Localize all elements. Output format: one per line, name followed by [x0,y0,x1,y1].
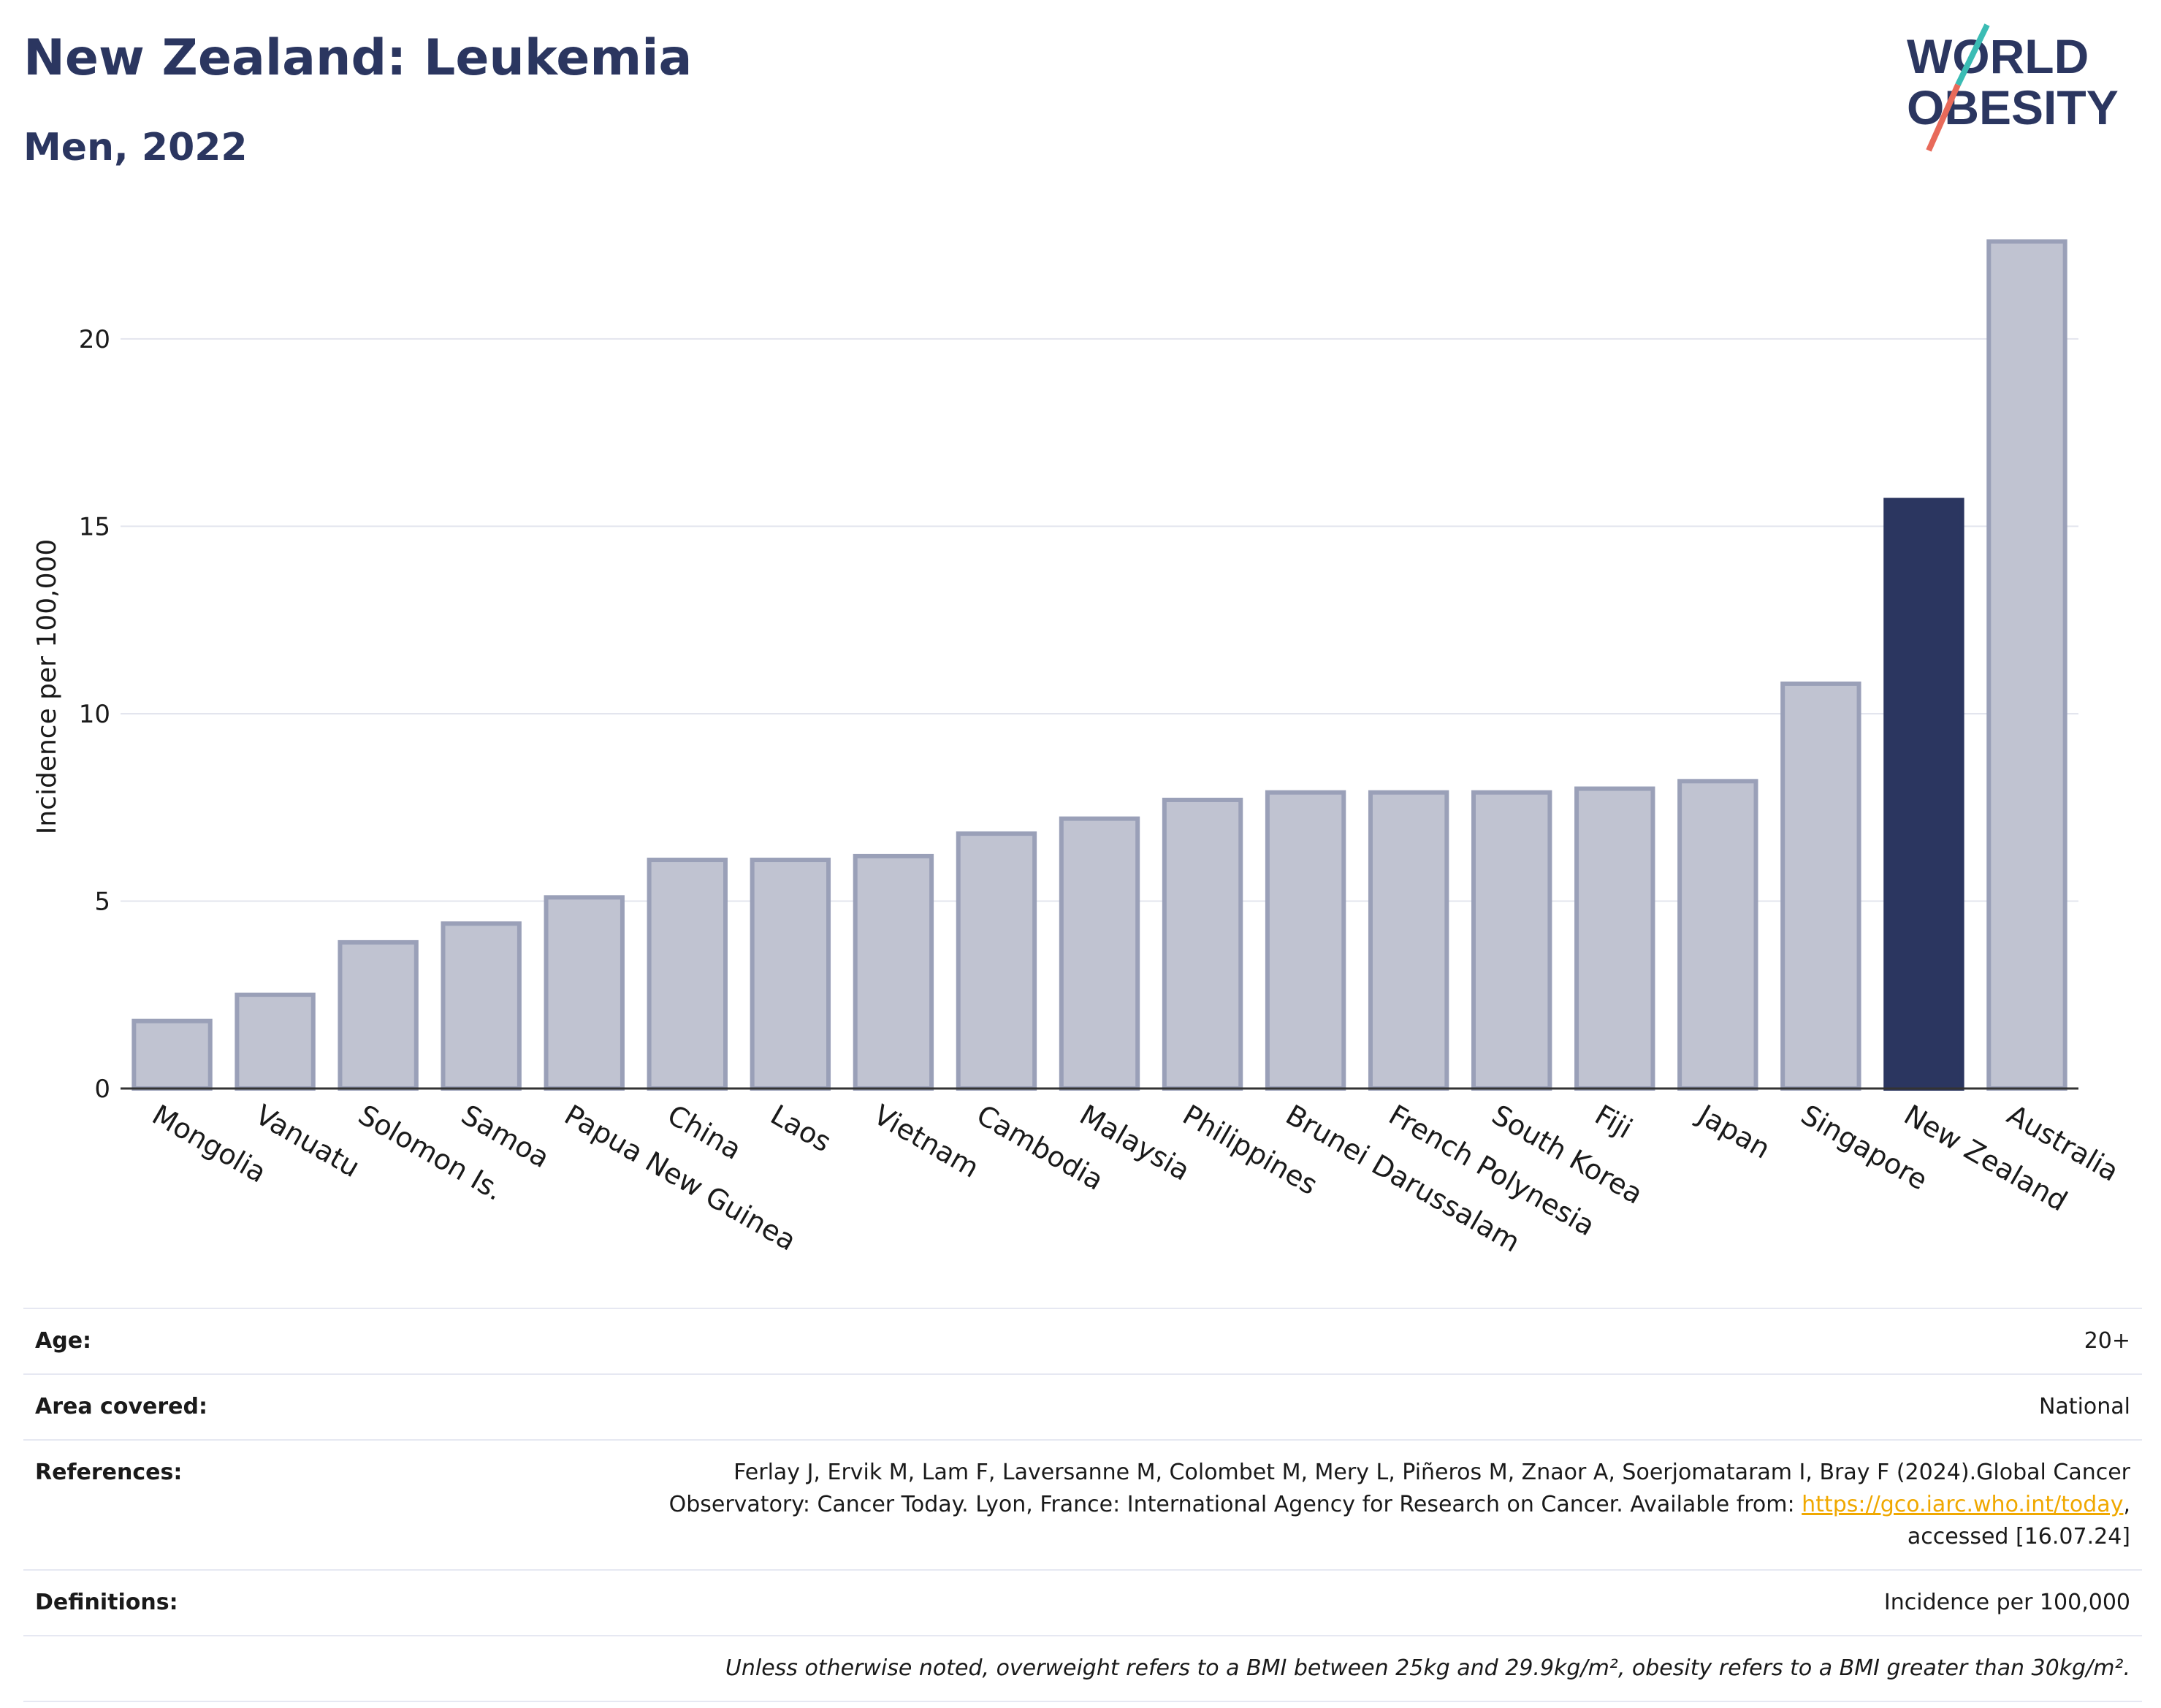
bar [1471,790,1552,1091]
y-tick-label: 0 [94,1075,110,1104]
logo-slash-coral [1926,83,1961,152]
bar [544,895,625,1091]
bar [1883,497,1964,1091]
x-tick-label: Vanuatu [250,1099,365,1183]
area-value: National [2038,1394,2130,1419]
y-tick-label: 10 [79,700,110,729]
bar [1986,239,2067,1091]
x-tick-label: Laos [765,1099,836,1159]
logo-line-1: WORLD [1907,29,2089,83]
y-tick-label: 5 [94,887,110,916]
bmi-note: Unless otherwise noted, overweight refer… [725,1655,2130,1681]
page-subtitle: Men, 2022 [23,126,248,169]
references-line-2: Observatory: Cancer Today. Lyon, France:… [668,1492,1795,1517]
y-tick-label: 15 [79,512,110,541]
references-value: Ferlay J, Ervik M, Lam F, Laversanne M, … [668,1460,2130,1549]
references-line-3: accessed [16.07.24] [1907,1524,2130,1549]
bar [235,992,316,1091]
bar [1368,790,1449,1091]
info-row-references: References: Ferlay J, Ervik M, Lam F, La… [23,1439,2142,1569]
definitions-label: Definitions: [35,1590,178,1615]
info-row-note: Unless otherwise noted, overweight refer… [23,1635,2142,1702]
info-row-definitions: Definitions: Incidence per 100,000 [23,1569,2142,1635]
definitions-value: Incidence per 100,000 [1883,1590,2130,1615]
x-tick-label: Japan [1691,1098,1776,1165]
logo-slash-teal [1955,23,1990,86]
bar [1780,681,1861,1091]
bar [1677,779,1758,1091]
x-tick-label: Mongolia [147,1099,272,1189]
bar [853,853,934,1091]
y-axis-label: Incidence per 100,000 [32,539,62,835]
bar [1265,790,1346,1091]
area-label: Area covered: [35,1394,207,1419]
bar [750,858,831,1091]
bar [647,858,728,1091]
references-line-1: Ferlay J, Ervik M, Lam F, Laversanne M, … [733,1460,2130,1485]
bar [1162,797,1243,1091]
x-tick-label: Vietnam [868,1099,984,1184]
bar [956,831,1037,1091]
age-value: 20+ [2084,1328,2130,1354]
bar-chart: 0 5 10 15 20 Incidence per 100,000 MongoliaVan… [32,239,2124,1259]
bar [338,939,419,1091]
bar [1574,786,1655,1091]
x-tick-label: Fiji [1590,1099,1638,1145]
info-row-area: Area covered: National [23,1373,2142,1439]
references-label: References: [35,1460,183,1485]
page-title: New Zealand: Leukemia [23,29,693,87]
info-row-age: Age: 20+ [23,1308,2142,1373]
y-tick-label: 20 [79,325,110,354]
age-label: Age: [35,1328,92,1354]
world-obesity-logo: WORLD OBESITY [1907,23,2119,152]
references-link[interactable]: https://gco.iarc.who.int/today [1802,1492,2124,1517]
bar [1059,816,1140,1091]
bar [132,1018,213,1091]
info-table: Age: 20+ Area covered: National Referenc… [23,1308,2142,1702]
bar [441,921,522,1091]
